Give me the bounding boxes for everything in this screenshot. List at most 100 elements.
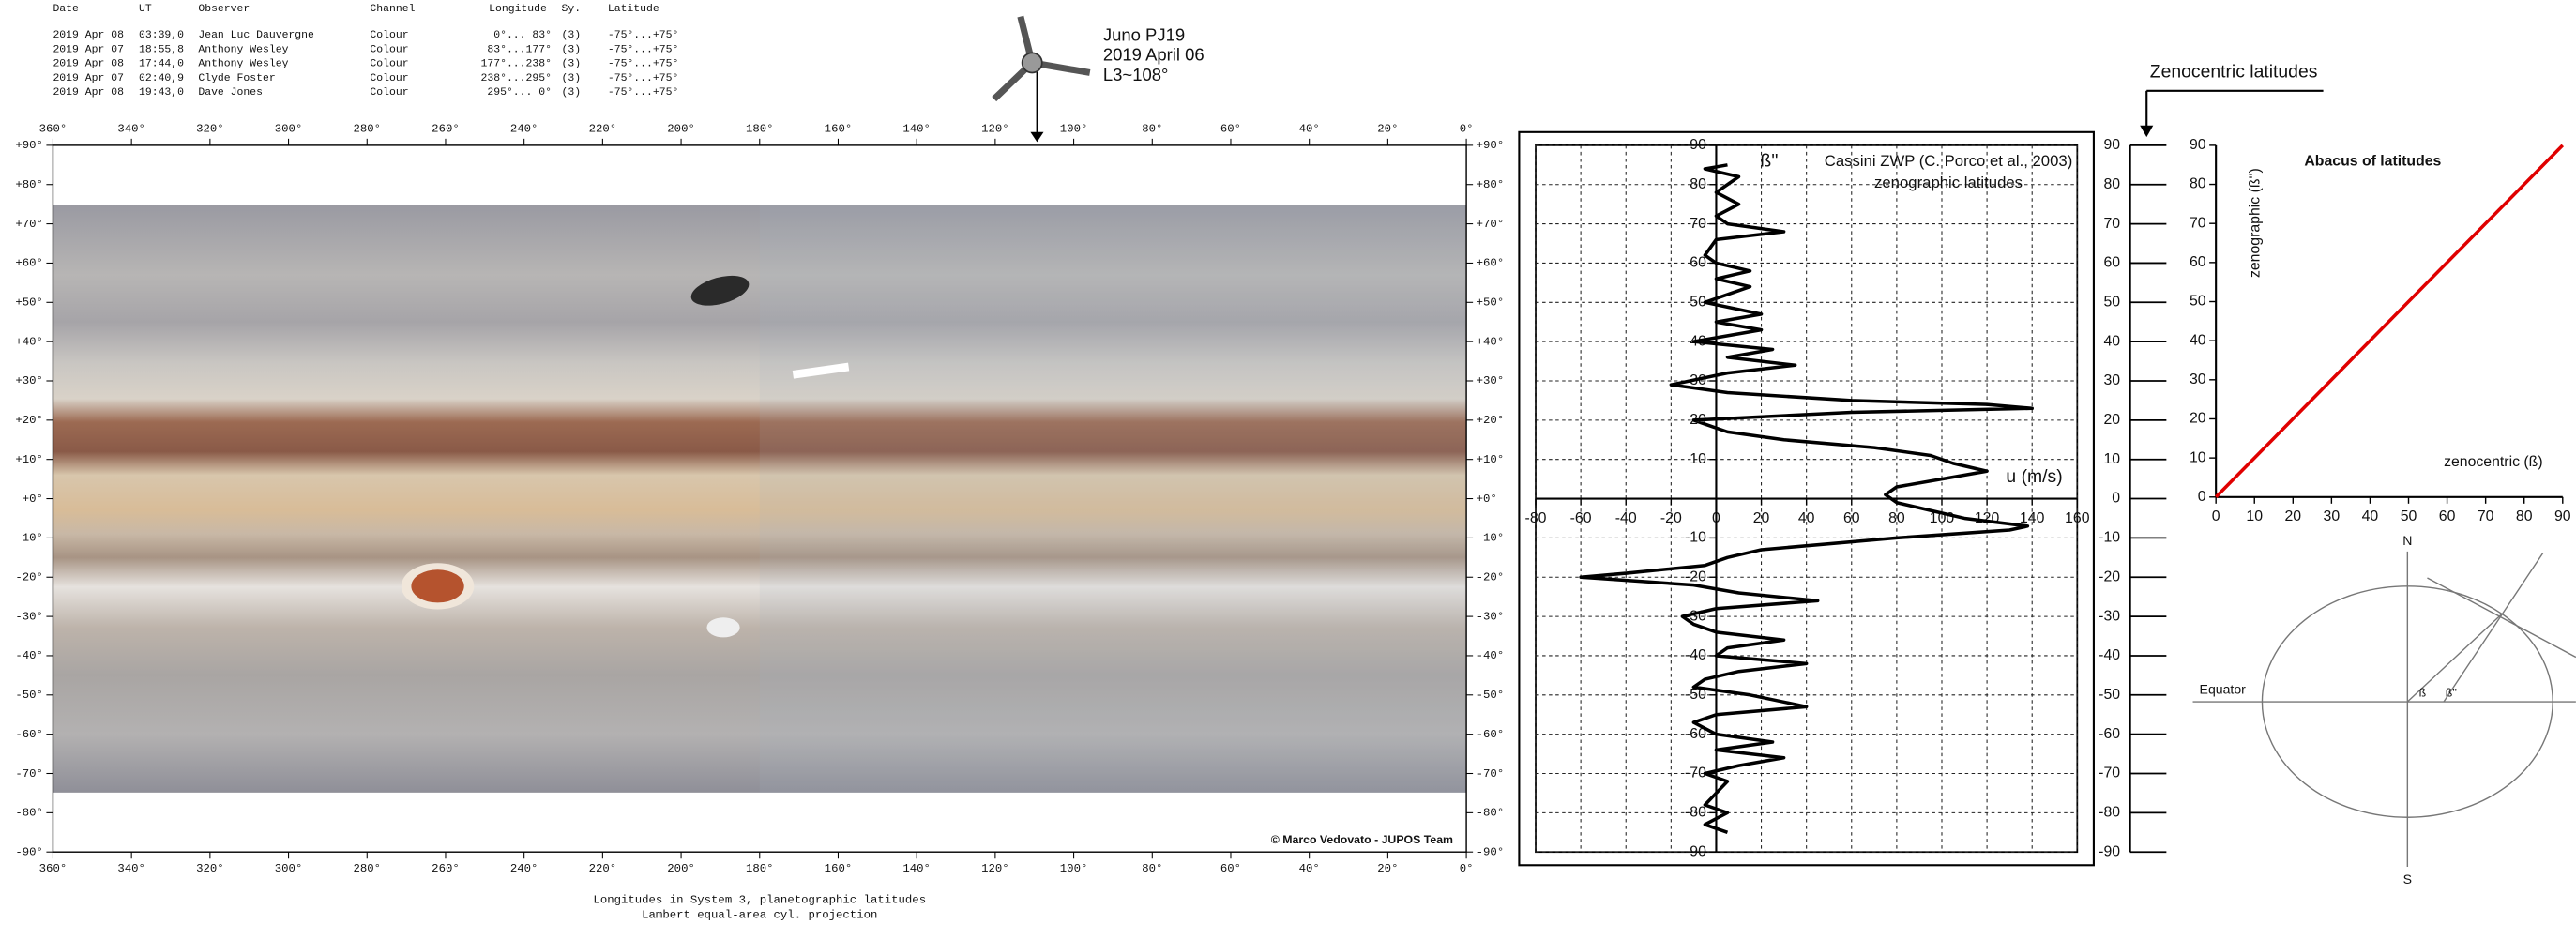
lat-tick-label: -40° [15, 649, 43, 662]
lon-tick-label: 140° [902, 862, 931, 875]
y-tick-label: -10 [2099, 530, 2120, 546]
x-tick-label: 40 [1798, 510, 1815, 526]
x-tick-label: 140 [2020, 510, 2045, 526]
lat-tick-label: +30° [15, 374, 43, 387]
y-tick-label: -50 [2099, 687, 2120, 703]
table-header: Latitude [608, 3, 659, 15]
lat-tick-label: +0° [23, 493, 43, 506]
lon-tick-label: 20° [1377, 123, 1398, 136]
lat-tick-label: +80° [15, 178, 43, 191]
table-cell: 177°...238° [481, 58, 553, 70]
lon-tick-label: 60° [1220, 123, 1241, 136]
y-tick-label: 60 [2190, 254, 2206, 270]
lon-tick-label: 160° [825, 862, 853, 875]
x-tick-label: 70 [2478, 508, 2494, 524]
y-tick-label: 30 [2190, 372, 2206, 387]
lon-tick-label: 120° [981, 123, 1009, 136]
table-cell: -75°...+75° [608, 72, 679, 84]
credit: © Marco Vedovato - JUPOS Team [1271, 833, 1453, 846]
lon-tick-label: 260° [432, 862, 460, 875]
table-cell: -75°...+75° [608, 29, 679, 41]
lon-tick-label: 200° [667, 862, 695, 875]
lon-tick-label: 280° [353, 862, 381, 875]
x-tick-label: 60 [2439, 508, 2456, 524]
table-cell: Anthony Wesley [198, 43, 288, 55]
table-cell: (3) [562, 29, 582, 41]
chart-title: Cassini ZWP (C. Porco et al., 2003) [1825, 152, 2073, 170]
juno-label: L3~108° [1103, 65, 1169, 84]
x-tick-label: -80 [1525, 510, 1547, 526]
radius-line [2406, 614, 2503, 703]
lat-tick-label: -60° [1477, 728, 1505, 741]
lat-tick-label: +40° [1477, 335, 1505, 348]
lat-tick-label: +80° [1477, 178, 1505, 191]
lat-tick-label: +30° [1477, 374, 1505, 387]
x-tick-label: 50 [2401, 508, 2417, 524]
lon-tick-label: 240° [510, 123, 538, 136]
lat-tick-label: -40° [1477, 649, 1505, 662]
caption: Longitudes in System 3, planetographic l… [593, 893, 926, 906]
table-cell: 02:40,9 [139, 72, 184, 84]
lat-tick-label: -90° [1477, 845, 1505, 858]
y-axis-label: zenographic (ß'') [2248, 168, 2264, 278]
lat-tick-label: +90° [1477, 139, 1505, 152]
bright-spot [792, 362, 850, 379]
y-tick-label: -80 [2099, 805, 2120, 821]
lat-tick-label: -80° [1477, 807, 1505, 820]
y-tick-label: 80 [2103, 176, 2120, 192]
y-tick-label: 0 [2112, 491, 2120, 507]
lon-tick-label: 0° [1460, 123, 1474, 136]
white-oval [706, 617, 740, 638]
table-cell: 83°...177° [487, 43, 552, 55]
y-tick-label: -60 [2099, 726, 2120, 742]
lat-tick-label: +60° [1477, 257, 1505, 270]
lon-tick-label: 300° [275, 123, 303, 136]
chart-title: Abacus of latitudes [2304, 154, 2441, 170]
x-tick-label: -60 [1570, 510, 1592, 526]
diagram-label: S [2403, 872, 2412, 887]
diagram-label: Equator [2200, 681, 2247, 696]
table-header: Channel [370, 3, 415, 15]
x-tick-label: 30 [2324, 508, 2341, 524]
lon-tick-label: 40° [1299, 123, 1320, 136]
table-cell: -75°...+75° [608, 43, 679, 55]
zwp-curve [1579, 163, 2034, 834]
table-cell: Colour [370, 29, 408, 41]
lat-tick-label: +50° [15, 296, 43, 310]
table-cell: (3) [562, 58, 582, 70]
juno-label: 2019 April 06 [1103, 45, 1205, 65]
x-axis-label: zenocentric (ß) [2444, 454, 2543, 470]
x-tick-label: 10 [2246, 508, 2263, 524]
lat-tick-label: +0° [1477, 493, 1497, 506]
table-cell: 238°...295° [481, 72, 553, 84]
lon-tick-label: 60° [1220, 862, 1241, 875]
y-tick-label: 90 [2190, 137, 2206, 153]
x-tick-label: 80 [1888, 510, 1905, 526]
y-tick-label: -40 [1685, 647, 1706, 663]
table-cell: Anthony Wesley [198, 58, 288, 70]
caption: Lambert equal-area cyl. projection [642, 908, 877, 921]
zwp-frame [1518, 130, 2095, 867]
lon-tick-label: 220° [589, 123, 617, 136]
y-tick-label: -40 [2099, 647, 2120, 663]
lon-tick-label: 240° [510, 862, 538, 875]
y-tick-label: -70 [2099, 766, 2120, 781]
lat-tick-label: -10° [15, 532, 43, 545]
planet-map [53, 205, 1467, 793]
tangent-line [2427, 577, 2576, 659]
y-tick-label: 10 [2103, 451, 2120, 467]
lon-tick-label: 120° [981, 862, 1009, 875]
table-header: Longitude [489, 3, 547, 15]
lon-tick-label: 340° [117, 123, 145, 136]
y-tick-label: -90 [1685, 843, 1706, 859]
table-cell: (3) [562, 72, 582, 84]
y-tick-label: -10 [1685, 530, 1706, 546]
lat-tick-label: -20° [15, 570, 43, 584]
lon-tick-label: 320° [196, 123, 224, 136]
lon-tick-label: 320° [196, 862, 224, 875]
y-tick-label: 50 [2103, 294, 2120, 310]
table-cell: 2019 Apr 08 [53, 29, 124, 41]
table-cell: Colour [370, 86, 408, 99]
map-image [53, 205, 1467, 793]
